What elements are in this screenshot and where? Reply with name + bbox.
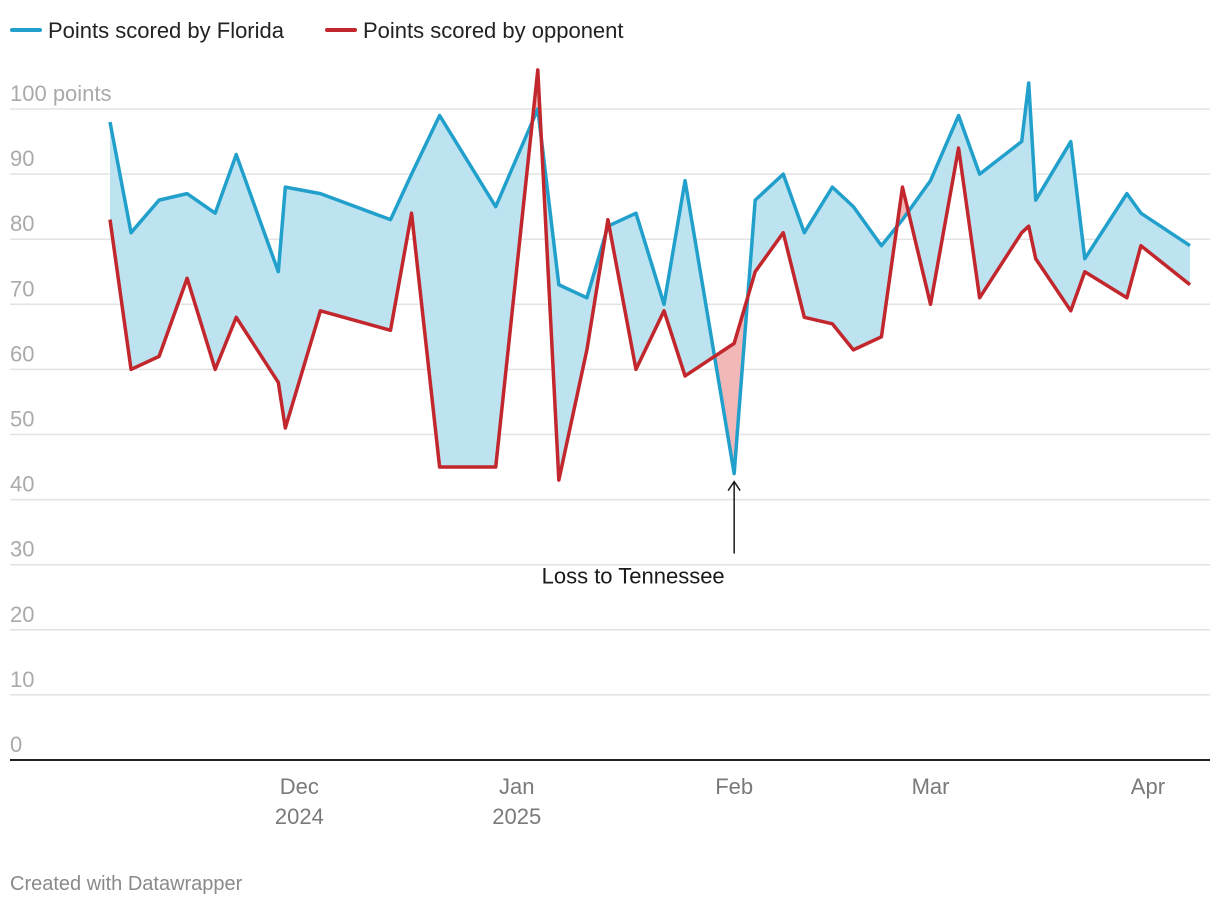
- y-tick-label: 30: [10, 537, 34, 562]
- x-tick-label: Dec: [280, 774, 319, 799]
- y-tick-label: 50: [10, 407, 34, 432]
- y-tick-label: 40: [10, 472, 34, 497]
- y-axis-labels: 0 10 20 30 40 50 60 70 80 90 100 points: [10, 81, 112, 757]
- area-opponent-ahead: [532, 69, 542, 139]
- legend: Points scored by Florida Points scored b…: [10, 18, 624, 43]
- area-florida-ahead: [908, 82, 1190, 311]
- y-tick-label: 100 points: [10, 81, 112, 106]
- x-tick-label: Jan: [499, 774, 534, 799]
- series-line-florida: [108, 81, 1191, 476]
- x-tick-year-label: 2024: [275, 804, 324, 829]
- area-florida-ahead: [110, 115, 533, 468]
- series-lines: [108, 68, 1192, 482]
- x-axis-labels: Dec 2024 Jan 2025 Feb Mar Apr: [275, 774, 1165, 829]
- area-florida-ahead: [541, 138, 606, 481]
- x-tick-label: Mar: [912, 774, 950, 799]
- y-tick-label: 80: [10, 211, 34, 236]
- footer-credit: Created with Datawrapper: [10, 873, 243, 895]
- y-tick-label: 20: [10, 602, 34, 627]
- annotation-label: Loss to Tennessee: [542, 564, 725, 589]
- y-tick-label: 90: [10, 146, 34, 171]
- legend-opponent-label: Points scored by opponent: [363, 18, 624, 43]
- legend-florida-label: Points scored by Florida: [48, 18, 285, 43]
- area-opponent-ahead: [714, 297, 748, 474]
- annotation-arrowhead: [727, 480, 741, 491]
- area-florida-ahead: [609, 180, 715, 376]
- x-tick-label: Apr: [1131, 774, 1165, 799]
- series-line-opponent: [108, 68, 1192, 482]
- y-tick-label: 60: [10, 341, 34, 366]
- difference-areas: [110, 69, 1190, 481]
- x-tick-year-label: 2025: [492, 804, 541, 829]
- annotation: Loss to Tennessee: [542, 480, 741, 589]
- y-tick-label: 0: [10, 732, 22, 757]
- x-tick-label: Feb: [715, 774, 753, 799]
- y-tick-label: 10: [10, 667, 34, 692]
- y-tick-label: 70: [10, 276, 34, 301]
